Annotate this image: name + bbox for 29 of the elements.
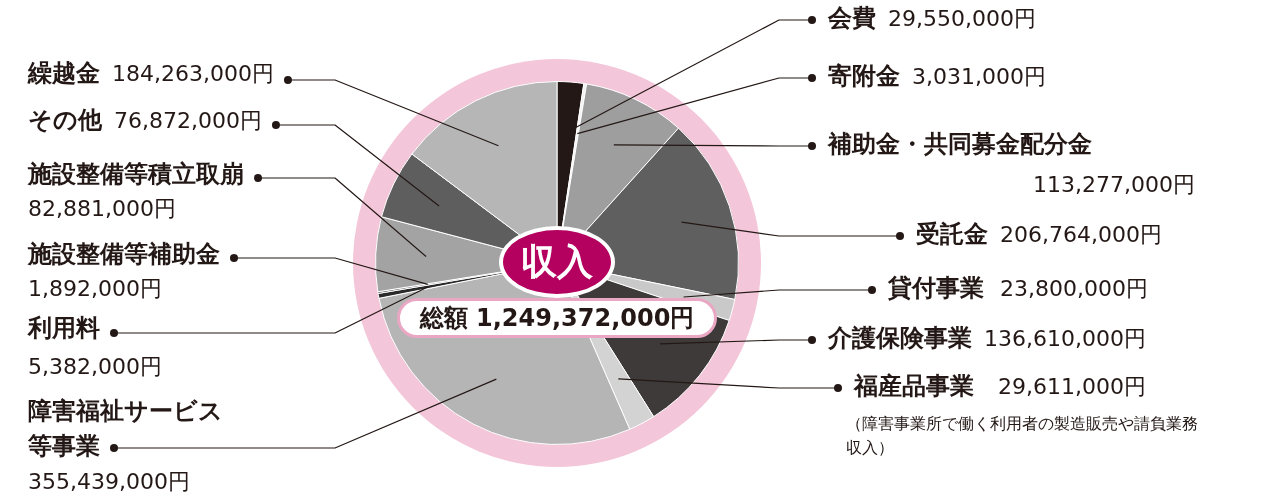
slice-label: 繰越金	[27, 59, 100, 88]
data-label: 184,263,000円	[112, 60, 274, 86]
data-label: 136,610,000円	[984, 325, 1146, 351]
slice-label: 貸付事業	[887, 274, 984, 303]
data-label: 82,881,000円	[28, 195, 176, 221]
slice-label: 施設整備等積立取崩	[27, 160, 244, 189]
text: 総額 1,249,372,000円	[419, 303, 695, 334]
slice-label: その他	[28, 106, 103, 135]
data-label: 76,872,000円	[114, 107, 262, 133]
slice-label: 介護保険事業	[827, 324, 972, 353]
legend-label: 会費	[827, 4, 876, 33]
data-label: 5,382,000円	[28, 353, 162, 379]
data-label: 29,611,000円	[998, 373, 1146, 399]
slice-label: 受託金	[916, 220, 988, 249]
data-label: 23,800,000円	[1000, 275, 1148, 301]
data-label: 355,439,000円	[28, 468, 190, 494]
data-label: 29,550,000円	[888, 5, 1036, 31]
data-label: 206,764,000円	[1000, 221, 1162, 247]
slice-label: 利用料	[27, 314, 100, 343]
slice-label: 施設整備等補助金	[27, 240, 220, 269]
data-label: 113,277,000円	[1033, 171, 1195, 197]
slice-label: 障害福祉サービス等事業	[27, 397, 223, 461]
text: （障害事業所で働く利用者の製造販売や請負業務収入）	[846, 414, 1198, 458]
data-label: 1,892,000円	[28, 275, 162, 301]
text: 収入	[521, 239, 593, 284]
slice-label: 福産品事業	[853, 372, 974, 401]
slice-label: 寄附金	[828, 62, 900, 91]
data-label: 3,031,000円	[912, 63, 1046, 89]
slice-label: 補助金・共同募金配分金	[827, 130, 1092, 159]
